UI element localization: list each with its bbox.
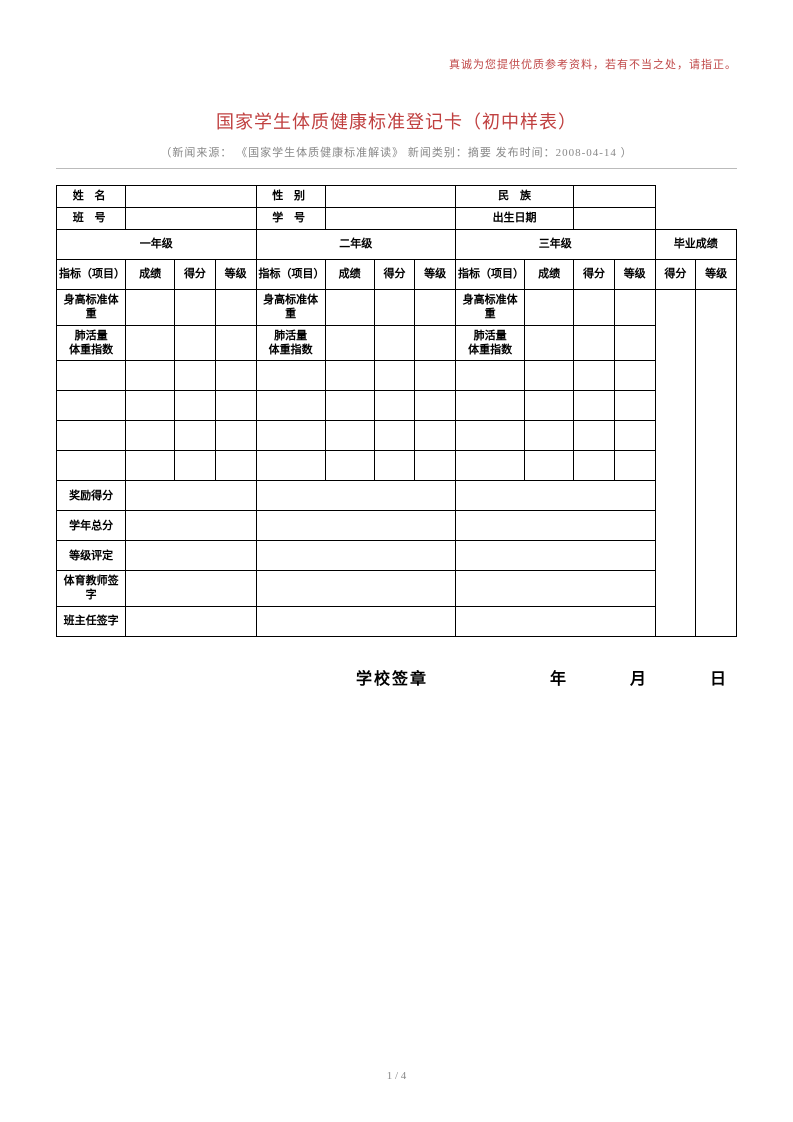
head-sign-label: 班主任签字	[57, 606, 126, 636]
grade-2-header: 二年级	[256, 230, 456, 260]
studentno-value	[325, 208, 455, 230]
col-points-3: 得分	[574, 260, 615, 290]
grade-3-header: 三年级	[456, 230, 656, 260]
col-score-1: 成绩	[126, 260, 175, 290]
col-score-3: 成绩	[525, 260, 574, 290]
page-subtitle: （新闻来源： 《国家学生体质健康标准解读》 新闻类别：摘要 发布时间：2008-…	[56, 144, 737, 169]
grad-level-cell	[696, 290, 737, 637]
col-item-1: 指标（项目）	[57, 260, 126, 290]
item-height-3: 身高标准体重	[456, 290, 525, 326]
eval-row: 等级评定	[57, 541, 737, 571]
school-seal-label: 学校签章	[356, 665, 428, 689]
eval-label: 等级评定	[57, 541, 126, 571]
item-lung-3: 肺活量 体重指数	[456, 325, 525, 361]
name-value	[126, 186, 256, 208]
bonus-row: 奖励得分	[57, 481, 737, 511]
studentno-label: 学 号	[256, 208, 325, 230]
page-title: 国家学生体质健康标准登记卡（初中样表）	[56, 108, 737, 134]
page-number: 1 / 4	[0, 1070, 793, 1082]
column-header-row: 指标（项目） 成绩 得分 等级 指标（项目） 成绩 得分 等级 指标（项目） 成…	[57, 260, 737, 290]
item-height-2: 身高标准体重	[256, 290, 325, 326]
grad-points-cell	[655, 290, 696, 637]
ethnic-value	[574, 186, 655, 208]
total-label: 学年总分	[57, 511, 126, 541]
registration-table: 姓 名 性 别 民 族 班 号 学 号 出生日期 一年级 二年级 三年级 毕业成…	[56, 185, 737, 637]
info-row-2: 班 号 学 号 出生日期	[57, 208, 737, 230]
data-row-3	[57, 361, 737, 391]
grade-header-row: 一年级 二年级 三年级 毕业成绩	[57, 230, 737, 260]
info-row-1: 姓 名 性 别 民 族	[57, 186, 737, 208]
data-row-1: 身高标准体重 身高标准体重 身高标准体重	[57, 290, 737, 326]
day-label: 日	[710, 665, 728, 689]
col-level-1: 等级	[215, 260, 256, 290]
col-score-2: 成绩	[325, 260, 374, 290]
col-grad-level: 等级	[696, 260, 737, 290]
class-label: 班 号	[57, 208, 126, 230]
data-row-6	[57, 451, 737, 481]
birth-value	[574, 208, 655, 230]
total-row: 学年总分	[57, 511, 737, 541]
gender-label: 性 别	[256, 186, 325, 208]
birth-label: 出生日期	[456, 208, 574, 230]
col-grad-points: 得分	[655, 260, 696, 290]
item-lung-1: 肺活量 体重指数	[57, 325, 126, 361]
ethnic-label: 民 族	[456, 186, 574, 208]
name-label: 姓 名	[57, 186, 126, 208]
year-label: 年	[550, 665, 568, 689]
class-value	[126, 208, 256, 230]
month-label: 月	[630, 665, 648, 689]
data-row-5	[57, 421, 737, 451]
head-sign-row: 班主任签字	[57, 606, 737, 636]
pe-sign-label: 体育教师签字	[57, 571, 126, 607]
header-note: 真诚为您提供优质参考资料，若有不当之处，请指正。	[56, 56, 737, 72]
col-points-1: 得分	[175, 260, 216, 290]
data-row-4	[57, 391, 737, 421]
pe-sign-row: 体育教师签字	[57, 571, 737, 607]
col-item-3: 指标（项目）	[456, 260, 525, 290]
data-row-2: 肺活量 体重指数 肺活量 体重指数 肺活量 体重指数	[57, 325, 737, 361]
col-points-2: 得分	[374, 260, 415, 290]
bonus-label: 奖励得分	[57, 481, 126, 511]
item-lung-2: 肺活量 体重指数	[256, 325, 325, 361]
footer-sign-line: 学校签章 年 月 日	[56, 665, 737, 689]
col-item-2: 指标（项目）	[256, 260, 325, 290]
col-level-2: 等级	[415, 260, 456, 290]
item-height-1: 身高标准体重	[57, 290, 126, 326]
col-level-3: 等级	[614, 260, 655, 290]
graduation-header: 毕业成绩	[655, 230, 736, 260]
grade-1-header: 一年级	[57, 230, 257, 260]
gender-value	[325, 186, 455, 208]
